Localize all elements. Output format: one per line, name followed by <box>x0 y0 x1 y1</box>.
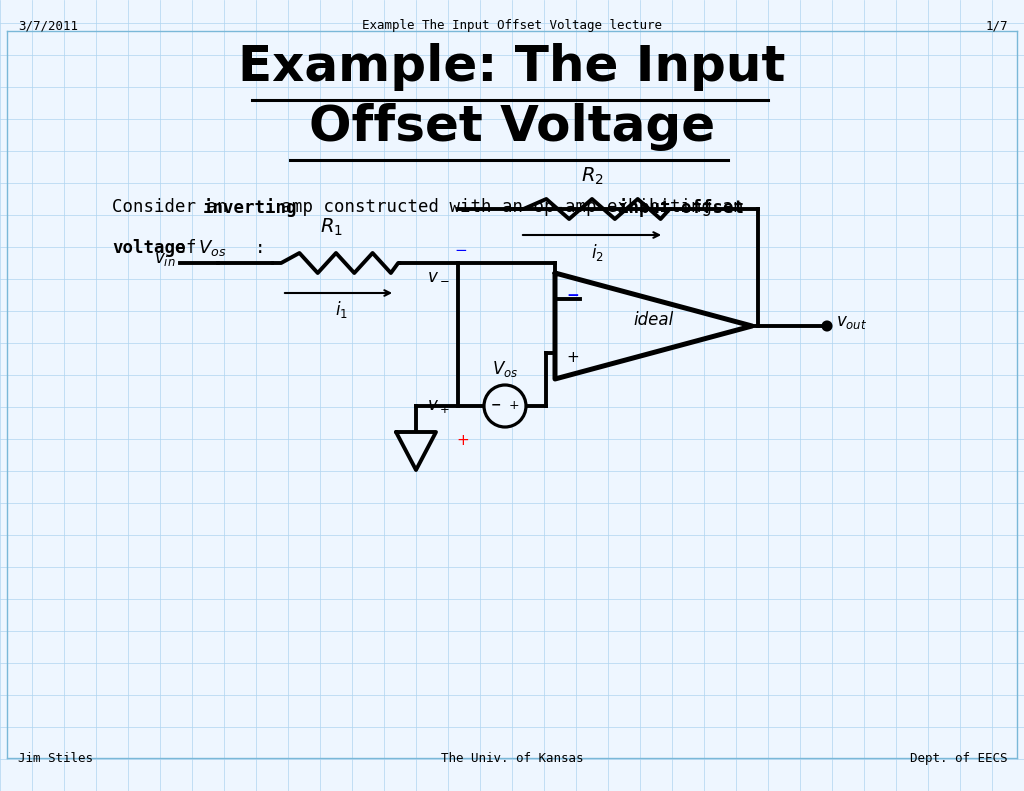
Text: $R_1$: $R_1$ <box>319 217 342 238</box>
Text: Dept. of EECS: Dept. of EECS <box>910 752 1008 765</box>
Circle shape <box>484 385 526 427</box>
Text: $i_2$: $i_2$ <box>591 242 603 263</box>
Text: $v_-$: $v_-$ <box>427 265 450 283</box>
Text: $V_{os}$: $V_{os}$ <box>492 359 518 379</box>
Text: +: + <box>509 399 519 411</box>
Text: −: − <box>566 287 580 302</box>
Text: inverting: inverting <box>203 198 297 217</box>
Text: $v_+$: $v_+$ <box>427 397 450 415</box>
Text: +: + <box>566 350 580 365</box>
Text: The Univ. of Kansas: The Univ. of Kansas <box>440 752 584 765</box>
Text: ideal: ideal <box>634 311 674 329</box>
Text: :: : <box>255 239 265 257</box>
Text: $v_{out}$: $v_{out}$ <box>836 313 867 331</box>
Text: Example: The Input: Example: The Input <box>239 43 785 91</box>
Text: Consider an: Consider an <box>112 198 238 216</box>
Text: voltage: voltage <box>112 239 185 257</box>
Text: of: of <box>165 239 207 257</box>
Text: $R_2$: $R_2$ <box>581 165 603 187</box>
Text: Offset Voltage: Offset Voltage <box>309 103 715 151</box>
Text: −: − <box>455 243 467 258</box>
Text: 3/7/2011: 3/7/2011 <box>18 19 78 32</box>
Polygon shape <box>396 432 436 470</box>
Text: +: + <box>457 433 469 448</box>
Text: $v_{in}$: $v_{in}$ <box>155 250 176 268</box>
Text: $i_1$: $i_1$ <box>335 299 347 320</box>
Text: 1/7: 1/7 <box>985 19 1008 32</box>
Text: $V_{os}$: $V_{os}$ <box>198 238 226 258</box>
Text: input offset: input offset <box>617 198 743 217</box>
Text: amp constructed with an op-amp exhibiting an: amp constructed with an op-amp exhibitin… <box>270 198 754 216</box>
Circle shape <box>822 321 831 331</box>
Text: Example The Input Offset Voltage lecture: Example The Input Offset Voltage lecture <box>362 19 662 32</box>
Text: Jim Stiles: Jim Stiles <box>18 752 93 765</box>
Text: −: − <box>490 399 502 411</box>
